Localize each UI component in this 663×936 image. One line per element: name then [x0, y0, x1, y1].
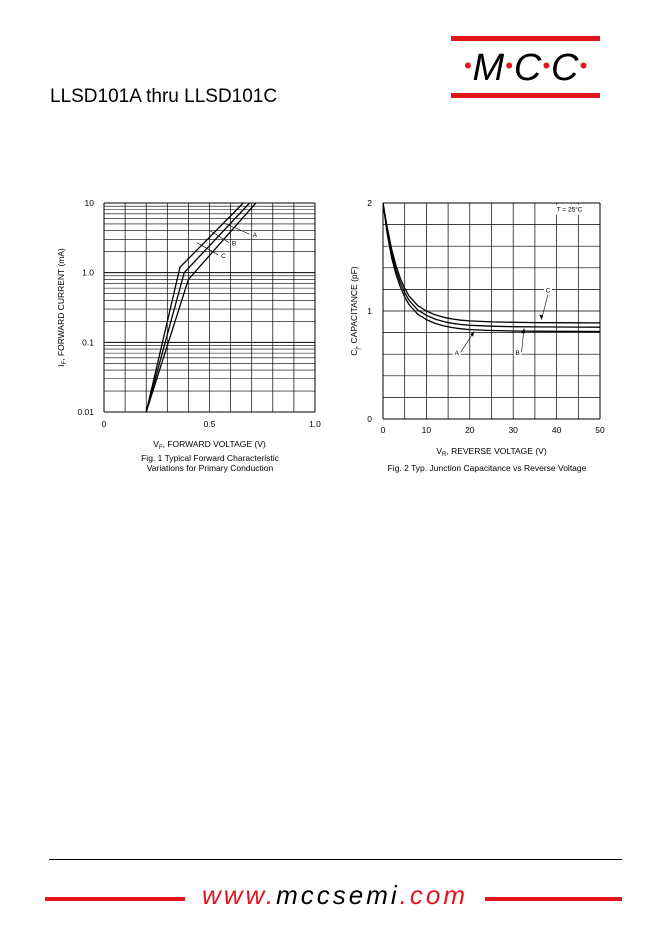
x-tick-label: 10: [422, 425, 432, 435]
condition-label: T = 25°C: [557, 206, 583, 214]
annotation-leader: [224, 222, 250, 235]
condition-label-bg: [551, 204, 588, 215]
x-tick-label: 30: [508, 425, 518, 435]
annotation-arrowhead: [521, 328, 526, 334]
logo-dot: •: [542, 53, 551, 78]
x-tick-label: 0.5: [204, 419, 216, 429]
annotation-label-c: C: [221, 253, 226, 260]
annotation-bg: [452, 348, 461, 357]
annotation-leader: [209, 230, 229, 243]
fig2-caption: Fig. 2 Typ. Junction Capacitance vs Reve…: [387, 463, 587, 473]
fig1-caption-line2: Variations for Primary Conduction: [146, 463, 274, 473]
url-prefix: www.: [201, 880, 277, 910]
x-tick-label: 20: [465, 425, 475, 435]
url-suffix: .com: [399, 880, 469, 910]
logo-letter-m: M: [472, 46, 505, 89]
forward-characteristic-chart: 10 1.0 0.1 0.01 0 0.5 1.0 A BC VF, FORWARD VOLTAG…: [56, 198, 321, 451]
y-tick-label: 0.1: [82, 337, 94, 347]
annotation-label-b: B: [232, 241, 236, 248]
annotation-label-a: A: [253, 232, 258, 239]
annotation-label-a: A: [455, 350, 460, 357]
x-tick-label: 50: [595, 425, 605, 435]
x-axis-label: VF, FORWARD VOLTAGE (V): [153, 439, 266, 451]
logo-dot: •: [505, 53, 513, 78]
brand-logo: • M • C • C •: [451, 44, 600, 92]
logo-top-bar: [451, 36, 600, 41]
footer-divider: [49, 859, 622, 860]
x-tick-label: 0: [381, 425, 386, 435]
y-axis-label: Cj, CAPACITANCE (pF): [349, 266, 361, 356]
x-tick-label: 0: [102, 419, 107, 429]
x-tick-label: 1.0: [309, 419, 321, 429]
y-tick-label: 1.0: [82, 268, 94, 278]
annotation-leader: [197, 242, 219, 256]
annotation-bg: [513, 348, 522, 357]
series-line-b: [145, 202, 251, 413]
y-tick-label: 2: [367, 198, 372, 208]
logo-letter-c2: C: [551, 46, 579, 89]
annotation-bg: [543, 285, 552, 294]
footer-right-bar: [485, 897, 622, 901]
y-tick-label: 0: [367, 414, 372, 424]
series-line-a: [382, 202, 601, 333]
series-line-c: [145, 202, 257, 413]
footer-website-link[interactable]: www.mccsemi.com: [190, 880, 480, 911]
logo-dot: •: [463, 53, 472, 78]
series-line-b: [382, 202, 601, 328]
fig1-caption-line1: Fig. 1 Typical Forward Characteristic: [141, 453, 279, 463]
footer-left-bar: [45, 897, 185, 901]
x-tick-label: 40: [552, 425, 562, 435]
url-domain: mccsemi: [276, 880, 400, 910]
annotation-arrowhead: [539, 314, 544, 320]
y-tick-label: 10: [85, 198, 95, 208]
page-title: LLSD101A thru LLSD101C: [50, 86, 278, 107]
x-axis-label: VR, REVERSE VOLTAGE (V): [436, 446, 546, 458]
series-line-a: [145, 202, 244, 413]
y-axis-label: IF, FORWARD CURRENT (mA): [56, 248, 68, 367]
annotation-label-c: C: [546, 288, 551, 295]
logo-letter-c1: C: [513, 46, 542, 89]
logo-bottom-bar: [451, 93, 600, 98]
series-line-c: [382, 202, 601, 324]
annotation-label-b: B: [515, 350, 519, 357]
y-tick-label: 0.01: [77, 407, 94, 417]
annotation-arrowhead: [470, 331, 475, 337]
logo-dot: •: [579, 53, 588, 78]
y-tick-label: 1: [367, 306, 372, 316]
